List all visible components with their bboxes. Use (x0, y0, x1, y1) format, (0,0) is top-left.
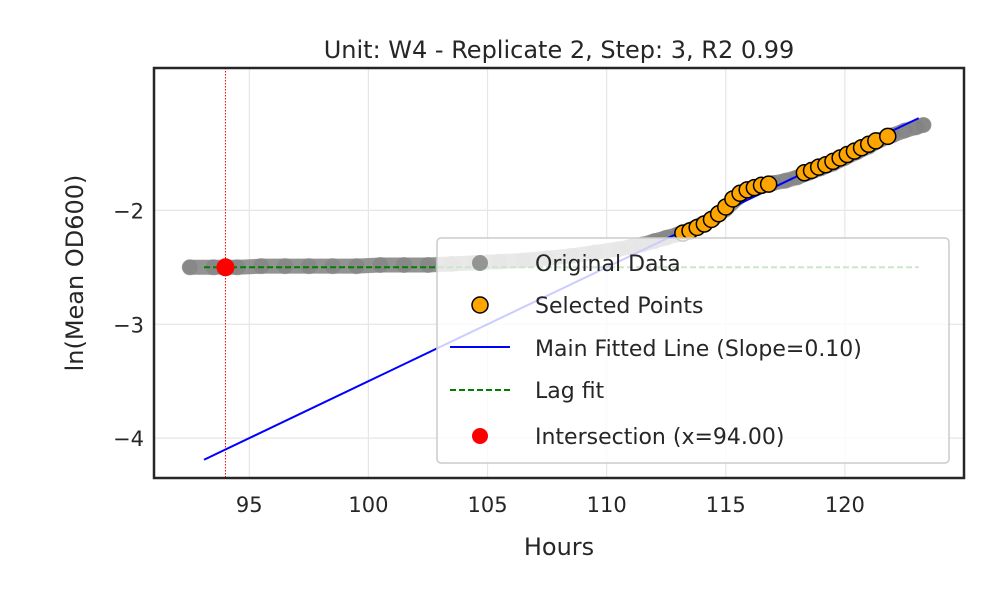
legend-marker-selected (471, 296, 489, 314)
original-data-point (181, 259, 198, 276)
original-data-point (277, 258, 294, 275)
intersection-point (216, 258, 235, 277)
legend-label-lag-fit: Lag fit (535, 379, 605, 404)
y-tick-label: −2 (113, 199, 144, 223)
legend: Original Data Selected Points Main Fitte… (436, 237, 950, 464)
x-tick-label: 100 (348, 493, 388, 517)
original-data-point (300, 258, 317, 275)
x-tick-label: 115 (706, 493, 746, 517)
selected-point (879, 127, 897, 146)
original-data-point (348, 258, 365, 275)
original-data-point (396, 257, 413, 274)
y-tick-label: −4 (113, 427, 144, 451)
legend-box (436, 237, 950, 464)
x-tick-label: 120 (825, 493, 865, 517)
legend-label-fit-line: Main Fitted Line (Slope=0.10) (535, 337, 862, 362)
y-tick-labels: −4 −3 −2 (113, 199, 144, 451)
x-tick-labels: 95 100 105 110 115 120 (236, 493, 865, 517)
legend-label-original: Original Data (535, 252, 681, 277)
legend-label-selected: Selected Points (535, 294, 703, 319)
original-data-point (372, 257, 389, 274)
original-data-point (915, 116, 932, 133)
x-tick-label: 110 (587, 493, 627, 517)
legend-marker-intersection (472, 428, 488, 444)
plot-frame (152, 66, 966, 480)
y-axis-label: ln(Mean OD600) (61, 175, 89, 372)
original-data-point (324, 258, 341, 275)
legend-label-intersection: Intersection (x=94.00) (535, 425, 784, 450)
selected-point (759, 175, 778, 193)
original-data-point (419, 257, 436, 274)
original-data-point (253, 258, 270, 275)
x-tick-label: 105 (467, 493, 507, 517)
chart-title: Unit: W4 - Replicate 2, Step: 3, R2 0.99 (324, 36, 795, 64)
y-tick-label: −3 (113, 313, 144, 337)
x-axis-label: Hours (524, 533, 594, 561)
legend-marker-original (472, 255, 488, 271)
x-tick-label: 95 (236, 493, 263, 517)
